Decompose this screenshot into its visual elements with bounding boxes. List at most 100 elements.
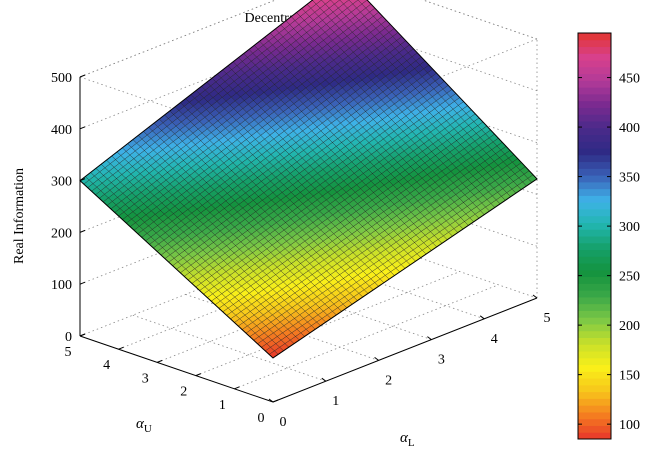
colorbar-band xyxy=(578,317,611,324)
colorbar-band xyxy=(578,74,611,81)
colorbar-band xyxy=(578,128,611,135)
y-tick-label: 5 xyxy=(65,345,72,360)
colorbar-band xyxy=(578,425,611,432)
colorbar-band xyxy=(578,168,611,175)
z-tick-label: 400 xyxy=(51,123,72,138)
y-tick xyxy=(234,387,239,389)
y-tick xyxy=(196,374,201,376)
colorbar-tick-label: 450 xyxy=(619,72,640,87)
colorbar-band xyxy=(578,135,611,142)
colorbar-band xyxy=(578,432,611,439)
colorbar-band xyxy=(578,290,611,297)
colorbar-band xyxy=(578,412,611,419)
colorbar-band xyxy=(578,392,611,399)
y-tick-label: 3 xyxy=(142,371,149,386)
colorbar-band xyxy=(578,263,611,270)
colorbar-tick-label: 400 xyxy=(619,121,640,136)
colorbar-band xyxy=(578,202,611,209)
colorbar-band xyxy=(578,67,611,74)
colorbar-band xyxy=(578,365,611,372)
z-tick xyxy=(80,230,85,232)
x-tick-label: 0 xyxy=(280,415,287,430)
colorbar-band xyxy=(578,256,611,263)
y-tick-label: 1 xyxy=(219,398,226,413)
z-axis-label: Real Information xyxy=(12,168,27,264)
colorbar-band xyxy=(578,358,611,365)
colorbar-band xyxy=(578,297,611,304)
surface-mesh xyxy=(80,0,537,358)
colorbar-band xyxy=(578,405,611,412)
colorbar-band xyxy=(578,385,611,392)
x-tick xyxy=(480,316,484,319)
colorbar-band xyxy=(578,148,611,155)
colorbar-band xyxy=(578,33,611,40)
colorbar-band xyxy=(578,229,611,236)
x-tick-label: 2 xyxy=(385,373,392,388)
colorbar-band xyxy=(578,94,611,101)
colorbar-band xyxy=(578,371,611,378)
colorbar-band xyxy=(578,189,611,196)
x-tick xyxy=(375,357,379,360)
x-tick xyxy=(427,337,431,340)
x-tick-label: 5 xyxy=(544,311,551,326)
y-tick xyxy=(273,400,278,402)
colorbar-band xyxy=(578,47,611,54)
z-tick xyxy=(80,127,85,129)
colorbar-band xyxy=(578,304,611,311)
colorbar-band xyxy=(578,338,611,345)
y-tick xyxy=(157,360,162,362)
x-tick xyxy=(533,295,537,298)
colorbar-tick-label: 100 xyxy=(619,418,640,433)
colorbar-band xyxy=(578,101,611,108)
x-axis-label: αL xyxy=(400,430,415,449)
colorbar-band xyxy=(578,398,611,405)
y-tick xyxy=(119,347,124,349)
z-tick-label: 100 xyxy=(51,278,72,293)
colorbar-band xyxy=(578,270,611,277)
y-axis-label: αU xyxy=(136,416,152,435)
colorbar-band xyxy=(578,195,611,202)
colorbar-band xyxy=(578,283,611,290)
z-tick-label: 200 xyxy=(51,226,72,241)
x-tick-label: 1 xyxy=(332,394,339,409)
x-tick xyxy=(322,378,326,381)
colorbar-band xyxy=(578,243,611,250)
colorbar-band xyxy=(578,277,611,284)
z-tick-label: 300 xyxy=(51,175,72,190)
y-tick-label: 2 xyxy=(180,385,187,400)
colorbar-tick-label: 200 xyxy=(619,319,640,334)
colorbar-band xyxy=(578,80,611,87)
colorbar-band xyxy=(578,324,611,331)
colorbar-band xyxy=(578,107,611,114)
colorbar-band xyxy=(578,60,611,67)
colorbar-band xyxy=(578,331,611,338)
colorbar-band xyxy=(578,121,611,128)
colorbar-band xyxy=(578,344,611,351)
colorbar-band xyxy=(578,216,611,223)
colorbar-band xyxy=(578,162,611,169)
colorbar-band xyxy=(578,182,611,189)
colorbar-band xyxy=(578,378,611,385)
colorbar-band xyxy=(578,141,611,148)
y-tick-label: 4 xyxy=(103,358,110,373)
colorbar-tick-label: 350 xyxy=(619,171,640,186)
colorbar-band xyxy=(578,114,611,121)
colorbar-tick-label: 150 xyxy=(619,369,640,384)
colorbar-band xyxy=(578,175,611,182)
colorbar-band xyxy=(578,419,611,426)
x-tick-label: 3 xyxy=(438,353,445,368)
colorbar-tick-label: 300 xyxy=(619,220,640,235)
z-tick-label: 0 xyxy=(65,330,72,345)
colorbar-band xyxy=(578,53,611,60)
colorbar-band xyxy=(578,222,611,229)
colorbar-band xyxy=(578,87,611,94)
colorbar-band xyxy=(578,310,611,317)
z-tick xyxy=(80,75,85,77)
colorbar-band xyxy=(578,236,611,243)
svg-text:αL: αL xyxy=(400,430,415,449)
colorbar-band xyxy=(578,351,611,358)
colorbar-band xyxy=(578,209,611,216)
